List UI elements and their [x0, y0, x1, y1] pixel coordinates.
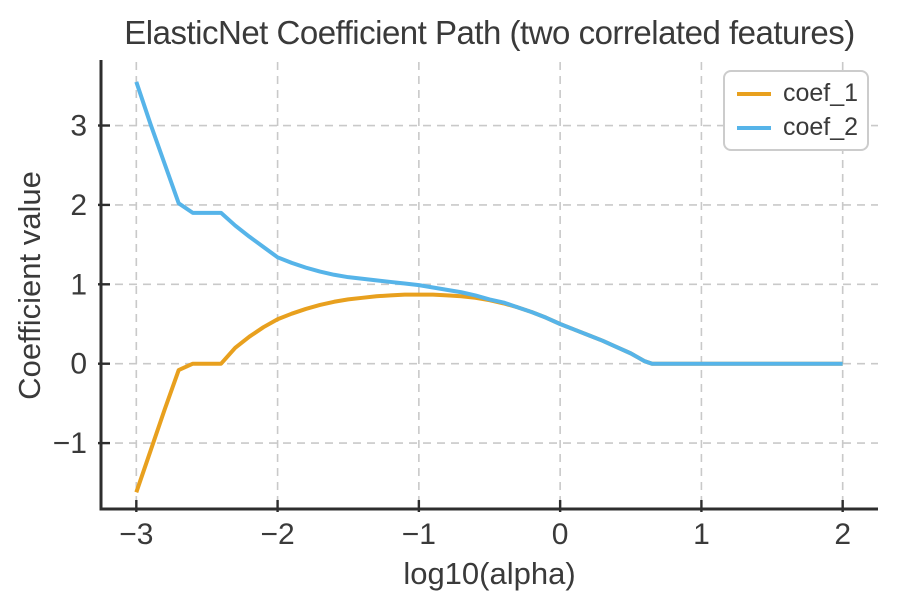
- legend-item: coef_2: [737, 113, 859, 141]
- legend: coef_1 coef_2: [723, 70, 869, 151]
- legend-item: coef_1: [737, 79, 859, 107]
- x-tick-label: −2: [260, 518, 294, 551]
- y-tick-label: −1: [53, 427, 87, 460]
- legend-label: coef_2: [783, 113, 859, 141]
- x-tick-label: 1: [693, 518, 710, 551]
- x-tick-label: 0: [552, 518, 569, 551]
- chart-title: ElasticNet Coefficient Path (two correla…: [124, 14, 855, 51]
- x-tick-label: 2: [834, 518, 851, 551]
- series-line-coef_2: [134, 81, 843, 366]
- y-tick-label: 0: [70, 348, 87, 381]
- x-tick-label: −1: [402, 518, 436, 551]
- y-tick-label: 1: [70, 268, 87, 301]
- y-axis-label: Coefficient value: [12, 171, 47, 400]
- title-container: ElasticNet Coefficient Path (two correla…: [0, 14, 900, 60]
- legend-line-swatch: [737, 125, 771, 130]
- x-tick-label: −3: [119, 518, 153, 551]
- legend-line-swatch: [737, 91, 771, 96]
- legend-label: coef_1: [783, 79, 859, 107]
- x-axis-label: log10(alpha): [403, 556, 575, 591]
- y-tick-label: 2: [70, 189, 87, 222]
- y-tick-label: 3: [70, 110, 87, 143]
- series-line-coef_1: [134, 292, 843, 493]
